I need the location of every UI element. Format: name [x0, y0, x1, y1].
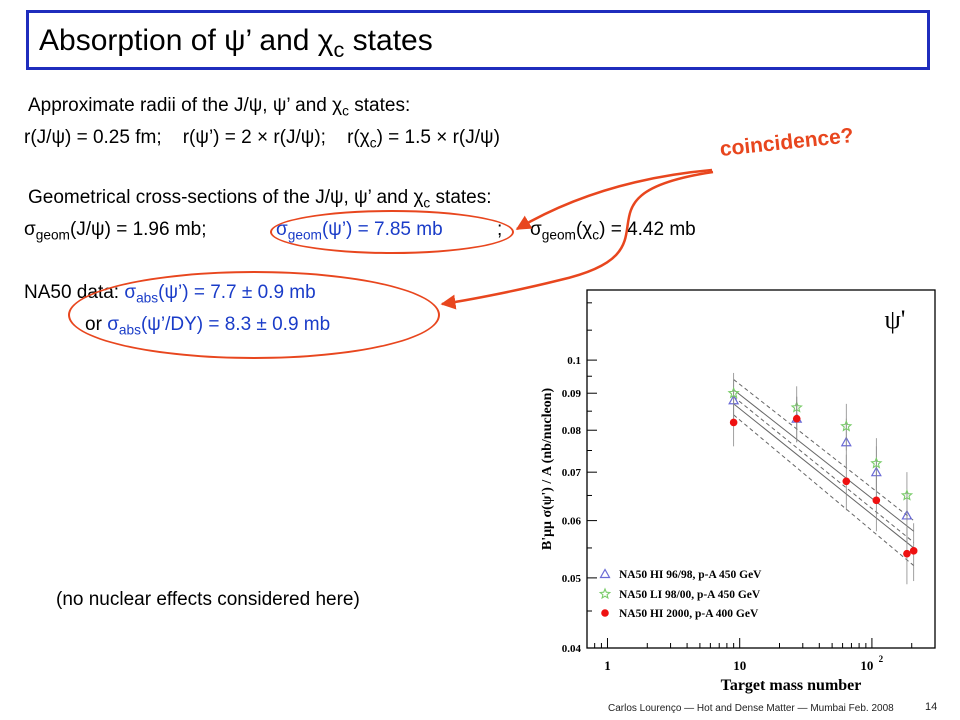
title-box: Absorption of ψ’ and χc states — [26, 10, 930, 70]
data-point-star — [598, 587, 612, 600]
psi-symbol: ψ — [330, 187, 344, 208]
psi-symbol: ψ — [91, 219, 105, 240]
y-tick-label: 0.06 — [562, 516, 582, 528]
chi-symbol: χ — [359, 127, 370, 148]
data-point-star — [900, 489, 914, 501]
legend-entry: NA50 HI 96/98, p-A 450 GeV — [619, 569, 762, 581]
legend-entry: NA50 HI 2000, p-A 400 GeV — [619, 608, 759, 620]
highlight-ellipse-na50 — [68, 271, 440, 359]
text: ) = 4.42 mb — [599, 219, 696, 240]
y-tick-label: 0.04 — [562, 643, 582, 655]
text: states: — [430, 187, 492, 208]
text: (J/ — [69, 219, 92, 240]
data-point-star — [870, 456, 883, 469]
psi-symbol: ψ — [51, 127, 65, 148]
title-mid: ’ and — [245, 24, 318, 57]
text: ’ and — [286, 95, 333, 116]
fit-line — [733, 389, 915, 532]
sigma-symbol: σ — [530, 219, 542, 240]
sigma-symbol: σ — [24, 219, 36, 240]
x-tick-label-exponent: 2 — [879, 654, 884, 664]
text: , — [262, 95, 273, 116]
x-axis-label: Target mass number — [721, 677, 862, 694]
chi-subscript: c — [592, 227, 600, 243]
text: ’ and — [367, 187, 414, 208]
psi-symbol: ψ — [354, 187, 368, 208]
chi-symbol: χ — [582, 219, 593, 240]
text: ( — [575, 219, 583, 240]
text: ’) = 2 × r(J/ — [208, 127, 301, 148]
x-tick-label: 10 — [860, 658, 873, 673]
data-point-circle — [842, 477, 851, 486]
arrow-to-geom — [515, 168, 713, 231]
fit-line — [733, 414, 915, 566]
text: ) = 1.96 mb; — [104, 219, 207, 240]
nuclear-effects-note: (no nuclear effects considered here) — [56, 589, 360, 610]
chi-subscript: c — [342, 103, 349, 119]
plot-frame — [586, 289, 936, 649]
x-tick-label: 10 — [733, 658, 746, 673]
footer-text: Carlos Lourenço — Hot and Dense Matter —… — [608, 703, 894, 714]
data-point-triangle — [599, 568, 611, 579]
psiprime-chart: 1 10 10 2 0.04 0.05 0.06 0.07 0.08 0.09 0.1 Target … — [540, 289, 936, 694]
y-tick-label: 0.08 — [562, 425, 582, 437]
panel-label: ψ' — [885, 305, 906, 334]
chi-symbol: χ — [413, 187, 424, 208]
title-chi-sub: c — [333, 36, 345, 62]
text: Geometrical cross-sections of the J/ — [28, 187, 330, 208]
data-point-star — [727, 386, 740, 399]
psi-symbol: ψ — [248, 95, 263, 116]
geom-chic-value: σgeom(χc) = 4.42 mb — [530, 218, 696, 242]
highlight-ellipse-geom — [270, 210, 514, 254]
data-point-circle — [903, 549, 911, 558]
data-point-circle — [729, 418, 738, 427]
fit-line — [733, 396, 915, 543]
chi-subscript: c — [369, 135, 377, 151]
x-tick-label: 1 — [604, 658, 611, 673]
psi-symbol: ψ — [195, 127, 209, 148]
data-point-circle — [872, 496, 881, 505]
title-psi: ψ — [224, 24, 246, 57]
y-tick-label: 0.05 — [562, 573, 582, 585]
data-point-circle — [792, 414, 801, 423]
chi-subscript: c — [423, 195, 431, 211]
text: r(J/ — [24, 127, 52, 148]
chi-symbol: χ — [332, 95, 343, 116]
data-point-circle — [601, 609, 609, 617]
text: , — [343, 187, 355, 208]
radii-equation: r(J/ψ) = 0.25 fm; r(ψ’) = 2 × r(J/ψ); r(… — [24, 126, 500, 150]
psi-symbol: ψ — [272, 95, 287, 116]
fit-line — [733, 403, 915, 549]
fit-line — [733, 379, 915, 522]
data-point-star — [840, 419, 853, 432]
y-tick-label: 0.1 — [567, 355, 581, 367]
psi-symbol: ψ — [300, 127, 315, 148]
psi-symbol: ψ — [480, 127, 494, 148]
text: ) = 0.25 fm; r( — [64, 127, 196, 148]
geom-heading: Geometrical cross-sections of the J/ψ, ψ… — [28, 186, 492, 210]
title-suffix: states — [344, 24, 433, 57]
y-tick-label: 0.07 — [562, 467, 582, 479]
radii-heading: Approximate radii of the J/ψ, ψ’ and χc … — [28, 94, 410, 118]
title-prefix: Absorption of — [39, 24, 225, 57]
text: ) — [493, 127, 500, 148]
text: Approximate radii of the J/ — [28, 95, 249, 116]
y-tick-label: 0.09 — [562, 388, 582, 400]
geom-jpsi-value: σgeom(J/ψ) = 1.96 mb; — [24, 218, 207, 242]
slide-title: Absorption of ψ’ and χc states — [39, 23, 433, 62]
arrow-to-na50 — [440, 170, 714, 310]
sigma-subscript: geom — [35, 227, 70, 243]
text: ) = 1.5 × r(J/ — [376, 127, 481, 148]
text: states: — [348, 95, 411, 116]
title-chi: χ — [317, 24, 334, 57]
legend-entry: NA50 LI 98/00, p-A 450 GeV — [619, 589, 761, 601]
data-point-circle — [909, 547, 918, 555]
text: ); r( — [314, 127, 360, 148]
page-number: 14 — [925, 701, 938, 713]
sigma-subscript: geom — [541, 227, 576, 243]
y-axis-label: B'μμ σ(ψ') / A (nb/nucleon) — [540, 388, 555, 551]
